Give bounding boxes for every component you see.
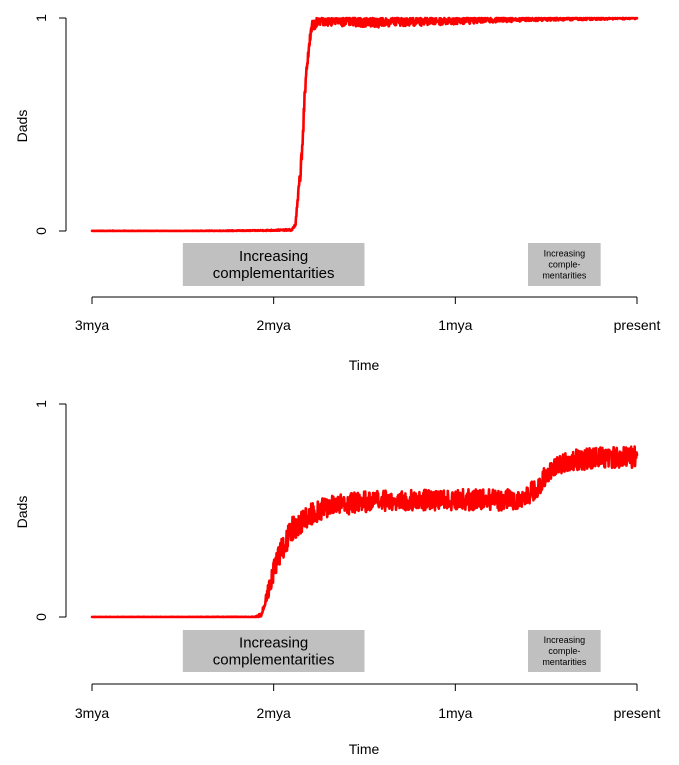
x-tick-label: present — [614, 705, 661, 721]
annotation-text: complementarities — [213, 265, 335, 282]
annotation-band — [528, 630, 601, 672]
y-tick-label: 0 — [33, 227, 49, 235]
annotation-text: Increasing — [239, 248, 308, 265]
y-tick-label: 1 — [33, 400, 49, 408]
series-line — [90, 16, 639, 233]
x-tick-label: 3mya — [75, 317, 109, 333]
series-line — [90, 445, 639, 619]
x-axis-title: Time — [349, 357, 380, 373]
annotation-text: complementarities — [213, 652, 335, 669]
x-tick-label: 2mya — [257, 705, 291, 721]
panel-bottom: Dads Time 0 1 3mya 2mya 1mya present Increasin… — [14, 400, 660, 757]
annotation-band — [182, 630, 365, 672]
x-axis-title: Time — [349, 741, 380, 757]
annotation-text: mentarities — [542, 271, 587, 281]
x-tick-label: 2mya — [257, 317, 291, 333]
annotation-text: comple- — [548, 260, 580, 270]
y-tick-label: 0 — [33, 613, 49, 621]
annotation-text: Increasing — [544, 249, 586, 259]
annotation-band — [528, 243, 601, 286]
x-tick-label: 3mya — [75, 705, 109, 721]
annotation-text: mentarities — [542, 657, 587, 667]
annotation-text: comple- — [548, 646, 580, 656]
panel-top: Dads Time 0 1 3mya 2mya 1mya present Increasin… — [14, 14, 660, 373]
annotation-band — [182, 243, 365, 286]
y-tick-label: 1 — [33, 14, 49, 22]
x-tick-label: 1mya — [438, 317, 472, 333]
x-tick-label: present — [614, 317, 661, 333]
annotation-text: Increasing — [544, 635, 586, 645]
annotation-text: Increasing — [239, 635, 308, 652]
y-axis-title: Dads — [14, 110, 30, 143]
x-tick-label: 1mya — [438, 705, 472, 721]
y-axis-title: Dads — [14, 496, 30, 529]
